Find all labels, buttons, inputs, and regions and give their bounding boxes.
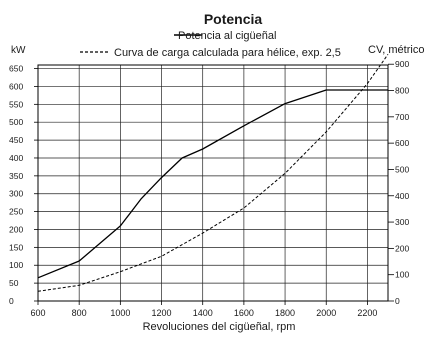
y-axis-right-label: CV, métrico	[368, 44, 424, 56]
chart-title: Potencia	[204, 11, 263, 27]
y-right-tick-label: 100	[395, 270, 409, 280]
y-right-tick-label: 900	[395, 59, 409, 69]
y-left-tick-label: 150	[9, 242, 23, 252]
y-right-tick-label: 400	[395, 191, 409, 201]
x-axis-label: Revoluciones del cigüeñal, rpm	[143, 321, 296, 333]
y-left-tick-label: 0	[9, 296, 14, 306]
legend: Potencia al cigüeñal Curva de carga calc…	[80, 30, 341, 59]
x-tick-label: 1400	[193, 308, 213, 318]
x-tick-label: 1600	[234, 308, 254, 318]
y-right-tick-label: 600	[395, 138, 409, 148]
legend-label-propeller-curve: Curva de carga calculada para hélice, ex…	[114, 47, 341, 59]
crankshaft-power-line	[37, 89, 388, 279]
y-axis-left-label: kW	[11, 45, 26, 56]
y-left-tick-label: 450	[9, 135, 23, 145]
series-layer	[37, 54, 389, 292]
x-tick-label: 1000	[110, 308, 130, 318]
x-tick-label: 2000	[316, 308, 336, 318]
y-left-tick-label: 650	[9, 64, 23, 74]
x-tick-label: 2200	[357, 308, 377, 318]
y-right-tick-label: 0	[395, 296, 400, 306]
y-left-tick-label: 200	[9, 224, 23, 234]
y-left-tick-label: 250	[9, 207, 23, 217]
y-left-tick-label: 400	[9, 153, 23, 163]
y-right-tick-label: 300	[395, 217, 409, 227]
plot-frame	[37, 64, 389, 302]
x-tick-label: 800	[72, 308, 87, 318]
y-left-tick-label: 100	[9, 260, 23, 270]
y-left-tick-label: 600	[9, 81, 23, 91]
y-right-tick-label: 500	[395, 164, 409, 174]
legend-label-crankshaft-power: Potencia al cigüeñal	[178, 30, 276, 42]
y-right-tick-label: 800	[395, 86, 409, 96]
y-left-tick-label: 300	[9, 189, 23, 199]
grid	[38, 65, 388, 301]
y-left-tick-label: 500	[9, 117, 23, 127]
y-right-tick-label: 200	[395, 243, 409, 253]
x-tick-label: 1800	[275, 308, 295, 318]
x-tick-label: 1200	[152, 308, 172, 318]
y-left-tick-label: 50	[9, 278, 19, 288]
y-left-tick-label: 550	[9, 99, 23, 109]
chart-text: Potencia kW CV, métrico Revoluciones del…	[11, 11, 424, 333]
propeller-load-curve-line	[37, 54, 389, 292]
x-tick-label: 600	[30, 308, 45, 318]
y-left-tick-label: 350	[9, 171, 23, 181]
y-right-tick-label: 700	[395, 112, 409, 122]
axes: 600 800 1000 1200 1400 1600 1800 2000 2200050100…	[9, 59, 409, 318]
